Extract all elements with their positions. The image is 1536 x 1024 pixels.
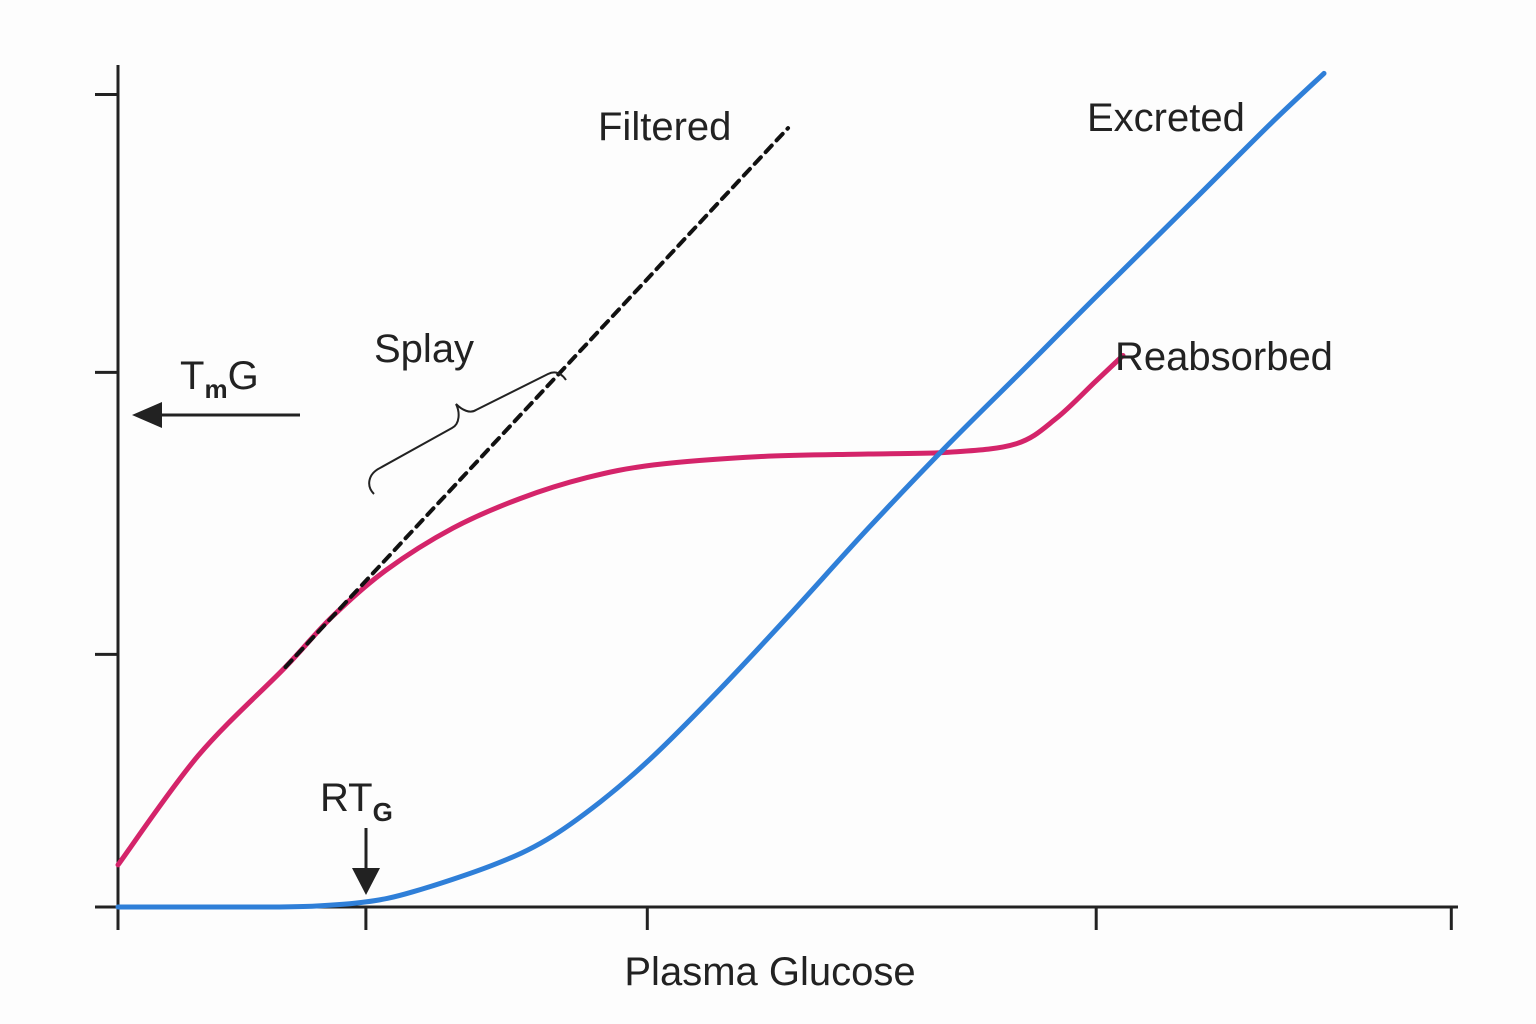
label-tmg-main: T — [180, 354, 204, 398]
series-filtered-line — [283, 126, 790, 669]
label-rtg: RTG — [320, 776, 393, 827]
label-rtg-sub: G — [373, 797, 393, 827]
label-tmg-sub: m — [204, 374, 227, 404]
label-splay: Splay — [374, 327, 474, 371]
rtg-arrow-head — [352, 868, 380, 895]
series-excreted-line — [115, 70, 1327, 910]
label-tmg-tail: G — [228, 354, 259, 398]
splay-brace — [368, 371, 567, 495]
label-rtg-main: RT — [320, 776, 373, 820]
label-tmg: TmG — [180, 354, 259, 404]
tmg-arrow-head — [132, 402, 162, 428]
label-excreted: Excreted — [1087, 96, 1245, 140]
label-reabsorbed: Reabsorbed — [1115, 335, 1333, 379]
x-axis-title: Plasma Glucose — [624, 950, 915, 994]
label-filtered: Filtered — [598, 105, 731, 149]
